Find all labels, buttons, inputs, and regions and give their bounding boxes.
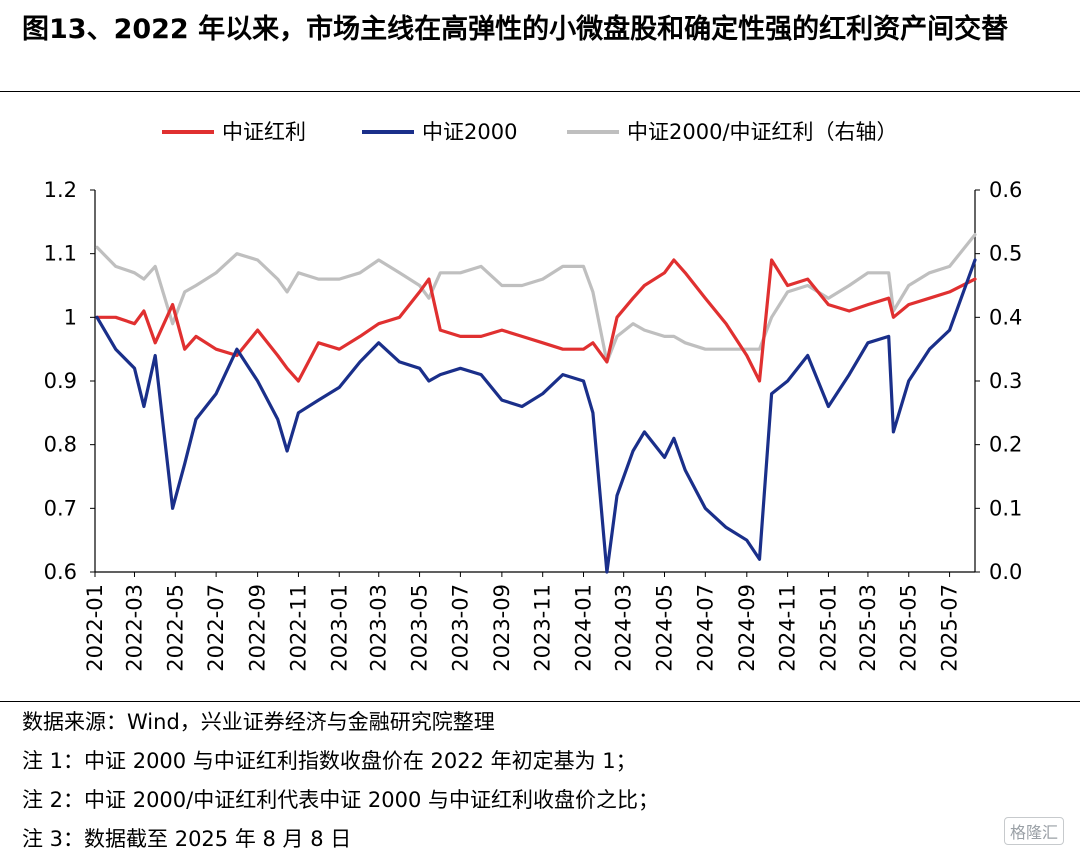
x-tick-label: 2023-03 xyxy=(367,584,391,672)
series-line-1 xyxy=(95,258,977,574)
y-right-tick-label: 0.2 xyxy=(989,433,1022,457)
series-line-0 xyxy=(95,258,977,383)
series-line-2 xyxy=(95,233,977,364)
x-tick-label: 2022-03 xyxy=(122,584,146,672)
note-2: 注 2：中证 2000/中证红利代表中证 2000 与中证红利收盘价之比； xyxy=(22,788,660,812)
legend-label-2: 中证2000/中证红利（右轴） xyxy=(627,120,898,144)
y-left-tick-label: 1.1 xyxy=(44,242,77,266)
y-left-tick-label: 1.2 xyxy=(44,178,77,202)
y-right-tick-label: 0.4 xyxy=(989,305,1022,329)
x-tick-label: 2022-09 xyxy=(246,584,270,672)
x-tick-label: 2023-09 xyxy=(490,584,514,672)
x-tick-label: 2022-11 xyxy=(286,584,310,672)
x-tick-label: 2023-11 xyxy=(531,584,555,672)
source-note: 数据来源：Wind，兴业证券经济与金融研究院整理 xyxy=(22,710,495,734)
x-tick-label: 2022-01 xyxy=(83,584,107,672)
chart-series xyxy=(95,233,977,574)
y-left-tick-label: 0.6 xyxy=(44,560,77,584)
x-tick-label: 2024-07 xyxy=(693,584,717,672)
y-left-tick-label: 0.8 xyxy=(44,433,77,457)
x-tick-label: 2023-05 xyxy=(408,584,432,672)
top-rule xyxy=(0,91,1080,92)
y-left-tick-label: 0.9 xyxy=(44,369,77,393)
y-left-tick-label: 1 xyxy=(64,305,77,329)
x-tick-label: 2025-05 xyxy=(897,584,921,672)
watermark-logo: 格隆汇 xyxy=(1003,817,1064,845)
y-right-tick-label: 0.3 xyxy=(989,369,1022,393)
x-tick-label: 2024-11 xyxy=(776,584,800,672)
x-tick-label: 2023-07 xyxy=(448,584,472,672)
x-tick-label: 2023-01 xyxy=(327,584,351,672)
x-tick-label: 2024-01 xyxy=(572,584,596,672)
legend-label-1: 中证2000 xyxy=(422,120,517,144)
chart-title: 图13、2022 年以来，市场主线在高弹性的小微盘股和确定性强的红利资产间交替 xyxy=(22,14,1009,45)
y-right-tick-label: 0.5 xyxy=(989,242,1022,266)
chart-axes: 0.6 0.7 0.8 0.9 1 1.1 1.2 0.0 0.1 0.2 0.3 0.4 0.5 0.6… xyxy=(44,178,1023,672)
bottom-rule xyxy=(0,701,1080,702)
x-tick-label: 2022-07 xyxy=(204,584,228,672)
note-3: 注 3：数据截至 2025 年 8 月 8 日 xyxy=(22,827,352,851)
chart-legend: 中证红利 中证2000 中证2000/中证红利（右轴） xyxy=(162,120,898,144)
x-tick-label: 2022-05 xyxy=(163,584,187,672)
x-tick-label: 2025-03 xyxy=(856,584,880,672)
y-right-tick-label: 0.6 xyxy=(989,178,1022,202)
x-tick-label: 2025-01 xyxy=(816,584,840,672)
x-tick-label: 2024-03 xyxy=(612,584,636,672)
x-tick-label: 2024-09 xyxy=(735,584,759,672)
x-tick-label: 2024-05 xyxy=(652,584,676,672)
y-left-tick-label: 0.7 xyxy=(44,496,77,520)
note-1: 注 1：中证 2000 与中证红利指数收盘价在 2022 年初定基为 1； xyxy=(22,749,637,773)
y-right-tick-label: 0.0 xyxy=(989,560,1022,584)
legend-label-0: 中证红利 xyxy=(222,120,306,144)
line-chart: 中证红利 中证2000 中证2000/中证红利（右轴） 0.6 0.7 0.8 0.9 1 1… xyxy=(44,120,1023,672)
y-right-tick-label: 0.1 xyxy=(989,496,1022,520)
x-tick-label: 2025-07 xyxy=(938,584,962,672)
